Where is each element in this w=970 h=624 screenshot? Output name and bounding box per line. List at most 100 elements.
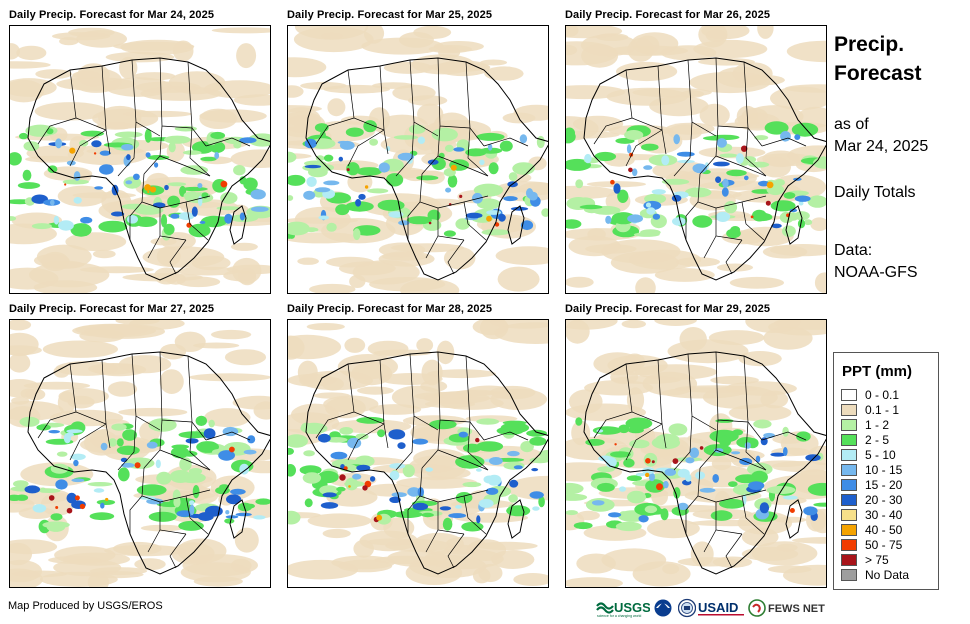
madagascar-outline: [785, 499, 803, 539]
country-border: [147, 529, 161, 553]
country-border: [447, 239, 465, 275]
precip-map: [288, 320, 548, 586]
country-border: [425, 529, 439, 553]
svg-text:science for a changing world: science for a changing world: [597, 614, 641, 618]
country-border: [673, 121, 693, 177]
precip-map: [566, 320, 826, 587]
as-of-label: as of: [834, 116, 869, 133]
country-border: [715, 155, 767, 177]
panel-title: Daily Precip. Forecast for Mar 25, 2025: [287, 9, 493, 21]
legend-label: 0.1 - 1: [865, 403, 900, 417]
madagascar-outline: [507, 499, 525, 539]
country-border: [37, 117, 77, 145]
map-frame: [565, 319, 827, 588]
fews-net-logo-icon: FEWS NET: [748, 599, 825, 617]
usaid-logo-icon: USAID: [698, 600, 744, 616]
precip-texture: [10, 320, 270, 587]
country-border: [657, 65, 663, 131]
country-border: [205, 431, 251, 441]
map-frame: [9, 319, 271, 588]
country-border: [379, 65, 385, 131]
legend-swatch: [841, 569, 857, 581]
legend-label: 5 - 10: [865, 448, 896, 462]
country-border: [395, 415, 415, 471]
country-border: [741, 495, 765, 535]
country-border: [315, 117, 355, 145]
country-border: [347, 363, 389, 449]
legend-item: 10 - 15: [841, 463, 936, 477]
legend-item: > 75: [841, 553, 936, 567]
country-border: [69, 129, 107, 167]
country-border: [703, 529, 717, 553]
legend-label: 1 - 2: [865, 418, 890, 432]
precip-texture: [566, 26, 826, 293]
country-border: [673, 415, 693, 471]
country-border: [347, 69, 389, 155]
precip-texture: [288, 26, 548, 293]
precip-map: [10, 27, 270, 293]
precip-texture: [566, 320, 826, 587]
country-border: [189, 421, 211, 471]
country-border: [185, 201, 209, 241]
data-label: Data:: [834, 242, 873, 259]
legend-label: 40 - 50: [865, 523, 903, 537]
country-border: [447, 533, 465, 569]
precip-texture: [288, 320, 548, 586]
map-frame: [9, 25, 271, 294]
country-border: [129, 495, 143, 534]
country-border: [463, 201, 487, 241]
agency-logos: USGS science for a changing world USAID …: [596, 598, 836, 618]
legend: PPT (mm) 0 - 0.1 0.1 - 1 1 - 2 2 - 5 5 -…: [833, 352, 939, 590]
country-border: [745, 127, 767, 177]
legend-swatch: [841, 539, 857, 551]
country-border: [741, 201, 765, 241]
precip-map: [566, 26, 826, 293]
map-frame: [565, 25, 827, 294]
legend-label: 10 - 15: [865, 463, 903, 477]
svg-text:USAID: USAID: [698, 600, 738, 615]
country-border: [437, 449, 489, 471]
info-title-line1: Precip.: [834, 33, 905, 56]
country-border: [625, 69, 667, 155]
legend-item: 0.1 - 1: [841, 403, 936, 417]
country-border: [69, 69, 111, 155]
panel-title: Daily Precip. Forecast for Mar 28, 2025: [287, 303, 493, 315]
data-source: NOAA-GFS: [834, 264, 918, 281]
country-border: [625, 129, 663, 167]
country-border: [101, 359, 107, 425]
country-border: [483, 137, 529, 147]
map-frame: [287, 25, 549, 294]
madagascar-outline: [229, 205, 247, 245]
legend-swatch: [841, 464, 857, 476]
madagascar-outline: [785, 205, 803, 245]
legend-swatch: [841, 449, 857, 461]
country-border: [761, 137, 807, 147]
legend-label: 2 - 5: [865, 433, 890, 447]
legend-swatch: [841, 554, 857, 566]
country-border: [205, 137, 251, 147]
country-border: [169, 239, 187, 275]
legend-item: 2 - 5: [841, 433, 936, 447]
legend-label: No Data: [865, 568, 910, 582]
noaa-logo-icon: [654, 599, 672, 617]
country-border: [483, 431, 529, 441]
legend-item: 1 - 2: [841, 418, 936, 432]
legend-item: 15 - 20: [841, 478, 936, 492]
continent-outline: [583, 351, 826, 575]
country-border: [117, 415, 137, 471]
continent-outline: [305, 57, 548, 281]
precip-texture: [10, 27, 270, 293]
legend-label: 0 - 0.1: [865, 388, 900, 402]
doi-seal-icon: [678, 598, 696, 618]
country-border: [101, 65, 107, 131]
country-border: [593, 411, 633, 439]
panel-title: Daily Precip. Forecast for Mar 26, 2025: [565, 9, 771, 21]
precip-map: [10, 320, 270, 587]
continent-outline: [583, 57, 826, 281]
legend-swatch: [841, 479, 857, 491]
country-border: [185, 495, 209, 535]
legend-swatch: [841, 509, 857, 521]
map-credit: Map Produced by USGS/EROS: [8, 600, 163, 612]
madagascar-outline: [229, 499, 247, 539]
country-border: [745, 421, 767, 471]
